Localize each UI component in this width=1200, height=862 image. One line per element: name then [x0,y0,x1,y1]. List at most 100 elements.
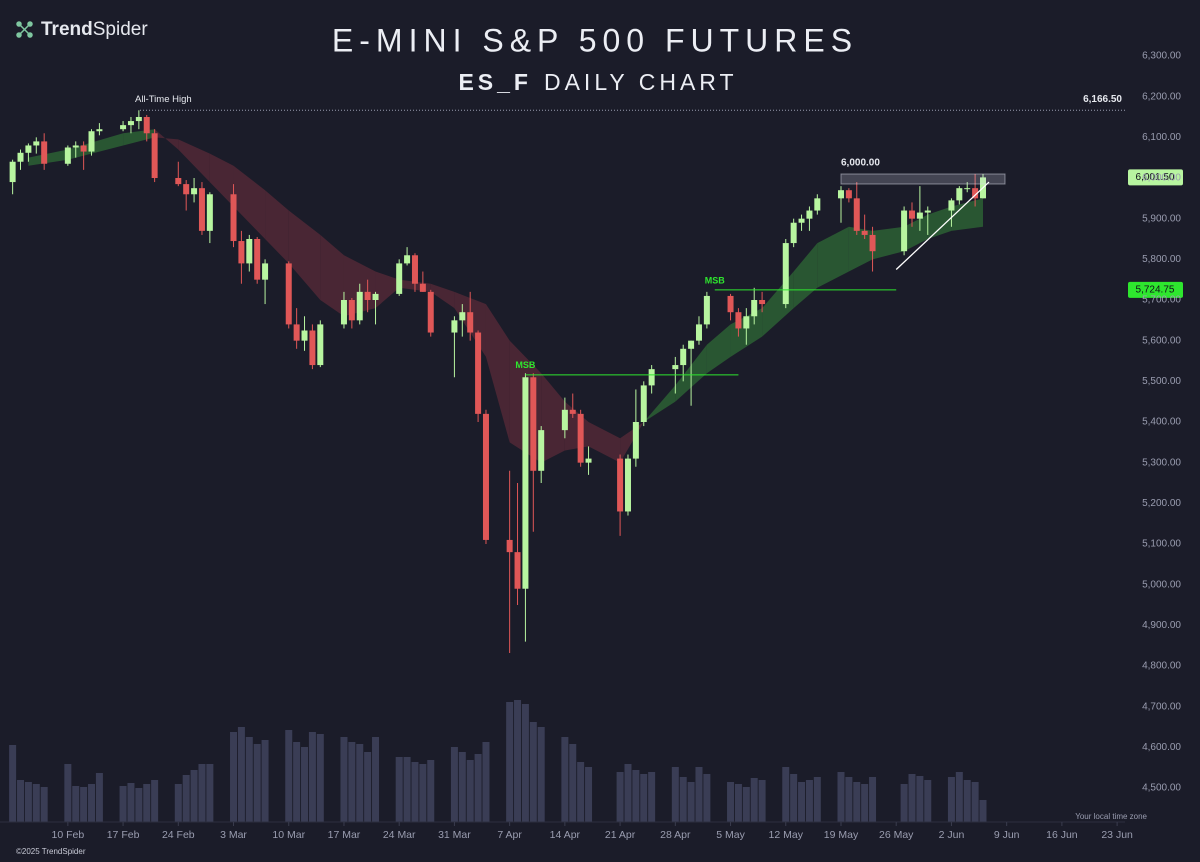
x-tick-label: 23 Jun [1101,829,1133,841]
candle-body [948,200,955,211]
ribbon-segment [927,206,952,239]
volume-bar [671,767,679,822]
price-tag-label: 6,001.50 [1136,172,1175,183]
volume-bar [813,777,821,822]
volume-bar [143,784,151,822]
candle-body [790,222,797,244]
volume-bar [924,780,932,822]
resistance-label: 6,000.00 [841,158,880,169]
candle-body [901,210,908,252]
candle-body [569,409,576,414]
volume-bar [88,784,96,822]
volume-bar [348,742,356,822]
candle-body [964,188,971,190]
candle-body [617,458,624,512]
volume-bar [316,734,324,822]
ribbon-segment [817,226,849,288]
x-tick-label: 26 May [879,829,914,841]
volume-bar [979,800,987,822]
y-tick-label: 4,900.00 [1142,620,1181,631]
x-tick-label: 9 Jun [994,829,1020,841]
volume-bar [253,744,261,822]
y-tick-label: 4,500.00 [1142,783,1181,794]
ribbon-layer [28,129,983,463]
candle-body [262,263,269,280]
candle-body [41,141,48,164]
x-tick-label: 3 Mar [220,829,247,841]
candle-body [782,243,789,305]
candle-body [151,133,158,178]
candle-body [191,188,198,195]
volume-bar [450,747,458,822]
volume-bar [632,770,640,822]
volume-bar [127,783,135,822]
y-tick-label: 6,000.00 [1142,173,1181,184]
candle-body [175,178,182,185]
ribbon-segment [265,190,289,264]
candle-body [301,330,308,341]
candle-body [759,300,766,305]
candle-body [419,283,426,292]
volume-bar [95,773,103,822]
volume-bar [585,767,593,822]
volume-bar [561,737,569,822]
candle-body [743,316,750,329]
volume-bar [758,780,766,822]
y-tick-label: 4,600.00 [1142,742,1181,753]
candle-body [735,312,742,329]
y-tick-label: 5,500.00 [1142,376,1181,387]
volume-bar [245,737,253,822]
volume-bar [427,760,435,822]
volume-bar [32,784,40,822]
chart-subtitle: ES_F [458,69,532,95]
volume-bar [72,786,80,822]
volume-bar [174,784,182,822]
candle-body [127,121,134,126]
volume-bar [853,782,861,822]
volume-bar [9,745,17,822]
candle-body [861,230,868,235]
y-tick-label: 5,800.00 [1142,254,1181,265]
ribbon-segment [793,243,818,309]
candle-body [869,234,876,252]
volume-bar [466,760,474,822]
y-tick-label: 5,200.00 [1142,498,1181,509]
candle-body [143,117,150,134]
volume-bar [577,762,585,822]
candle-body [372,293,379,300]
volume-bar [198,764,206,822]
candle-body [672,365,679,370]
candle-body [640,385,647,422]
candle-body [96,129,103,132]
volume-bar [419,764,427,822]
logo-icon [16,21,33,38]
candle-body [624,458,631,512]
volume-bar [403,757,411,822]
x-tick-label: 24 Mar [383,829,416,841]
volume-bar [17,780,25,822]
candle-body [317,324,324,366]
volume-bar [356,744,364,822]
candle-body [348,300,355,321]
volume-bar [285,730,293,822]
volume-bar [569,744,577,822]
candle-body [72,145,79,148]
volume-bar [687,782,695,822]
y-tick-label: 6,300.00 [1142,51,1181,62]
y-tick-label: 5,300.00 [1142,457,1181,468]
volume-bar [151,780,159,822]
volume-bar [308,732,316,822]
volume-bar [869,777,877,822]
ribbon-segment [706,324,731,374]
ribbon-segment [233,165,266,239]
y-tick-label: 4,700.00 [1142,701,1181,712]
ribbon-segment [178,139,210,183]
candle-body [514,552,521,589]
volume-bar [301,747,309,822]
volume-bar [364,752,372,822]
candle-body [183,184,190,195]
volume-bar [537,727,545,822]
ath-label: 6,166.50 [1083,94,1122,105]
volume-bar [474,754,482,822]
